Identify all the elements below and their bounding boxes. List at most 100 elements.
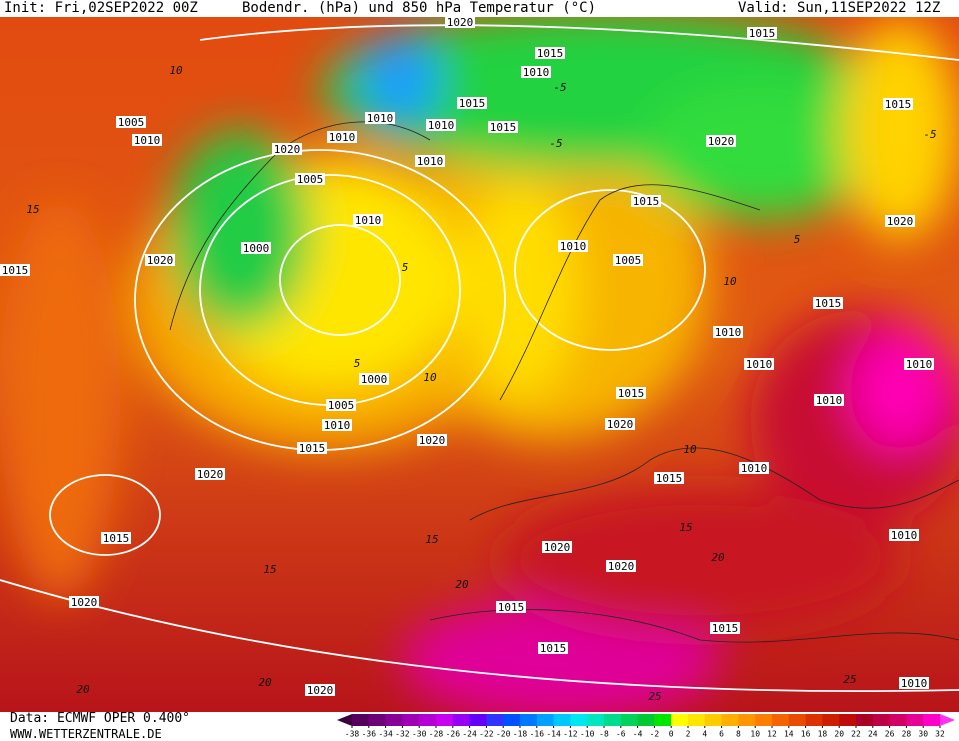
isobar-label-box [116,116,146,128]
isobar-label: 1015 [885,98,912,111]
isobar-label-box [605,418,635,430]
isobar-label-box [415,155,445,167]
isobar-label-box [710,622,740,634]
colorbar-arrow [337,714,352,726]
isobar-label: 1015 [633,195,660,208]
colorbar-segment [772,714,790,726]
isobar-label-box [558,240,588,252]
isobar-label: 1010 [741,462,768,475]
isobar-label-box [706,135,736,147]
isobar-label-box [145,254,175,266]
isobar-label-box [417,434,447,446]
isobar-label: 1020 [544,541,571,554]
isobar-label: 1015 [712,622,739,635]
isobar-label: 1015 [103,532,130,545]
isobar-label-box [426,119,456,131]
colorbar-tick-label: 4 [702,730,707,739]
isobar-label-box [899,677,929,689]
colorbar-tick-label: -4 [633,730,643,739]
isobar-label-box [457,97,487,109]
temperature-label: 15 [26,203,39,216]
colorbar-segment [436,714,454,726]
colorbar-segment [402,714,420,726]
isobar-label: 1010 [906,358,933,371]
isobar-label-box [326,399,356,411]
colorbar-tick-label: 10 [750,730,760,739]
isobar-label-box [365,112,395,124]
isobar-label: 1020 [197,468,224,481]
temperature-label: 20 [711,551,725,564]
data-source: Data: ECMWF OPER 0.400° [10,711,191,726]
isobar-label: 1000 [361,373,388,386]
isobar-label: 1010 [891,529,918,542]
colorbar-segment [452,714,471,726]
colorbar-segment [923,714,941,726]
colorbar-tick-label: 28 [902,730,912,739]
colorbar-segment [620,714,639,726]
colorbar-tick-label: -18 [513,730,528,739]
isobar-label: 1010 [367,112,394,125]
colorbar-tick-label: -24 [462,730,477,739]
colorbar-tick-label: 12 [767,730,777,739]
isobar-label: 1010 [746,358,773,371]
isobar-label: 1005 [297,173,324,186]
site: WWW.WETTERZENTRALE.DE [10,727,162,741]
isobar-label: 1015 [490,121,517,134]
isobar-label: 1020 [419,434,446,447]
isobar-label-box [889,529,919,541]
temperature-label: 10 [723,275,737,288]
colorbar-tick-label: 24 [868,730,878,739]
colorbar-tick-label: -8 [599,730,609,739]
colorbar-segment [637,714,655,726]
isobar-label: 1010 [417,155,444,168]
temperature-label: 15 [425,533,438,546]
isobar-label: 1000 [243,242,270,255]
isobar-label-box [295,173,325,185]
temperature-label: 20 [258,676,272,689]
colorbar-tick-label: 2 [686,730,691,739]
isobar-label: 1015 [537,47,564,60]
temperature-label: 5 [794,233,801,246]
isobar-label-box [535,47,565,59]
temperature-label: 5 [354,357,361,370]
colorbar-segment [788,714,807,726]
colorbar-segment [906,714,924,726]
isobar-label-box [445,16,475,28]
colorbar-tick-label: -26 [446,730,461,739]
isobar-label-box [322,419,352,431]
isobar-label-box [883,98,913,110]
colorbar-tick-label: -22 [479,730,494,739]
colorbar-segment [805,714,823,726]
colorbar-segment [520,714,538,726]
temperature-label: 25 [843,673,856,686]
isobar-label-box [814,394,844,406]
isobar-label: 1010 [523,66,550,79]
isobar-label-box [241,242,271,254]
temperature-label: 15 [679,521,692,534]
isobar-label-box [904,358,934,370]
isobar-label-box [654,472,684,484]
isobar-label: 1020 [147,254,174,267]
isobar-label-box [0,264,30,276]
colorbar-tick-label: -6 [616,730,626,739]
colorbar-segment [536,714,555,726]
colorbar-tick-label: 32 [935,730,945,739]
colorbar-tick-label: -32 [395,730,410,739]
temperature-label: -5 [553,81,566,94]
isobar-label: 1010 [134,134,161,147]
isobar-label-box [739,462,769,474]
colorbar-tick-label: 22 [851,730,861,739]
colorbar-tick-label: 20 [834,730,844,739]
isobar-label: 1010 [329,131,356,144]
temperature-label: 15 [263,563,276,576]
isobar-label: 1020 [307,684,334,697]
isobar-label: 1020 [887,215,914,228]
isobar-label-box [606,560,636,572]
isobar-label: 1010 [560,240,587,253]
valid-time: Valid: Sun,11SEP2022 12Z [738,0,941,16]
isobar-label: 1015 [299,442,326,455]
colorbar-segment [839,714,857,726]
colorbar-tick-label: 18 [818,730,828,739]
colorbar-tick-label: -36 [362,730,377,739]
